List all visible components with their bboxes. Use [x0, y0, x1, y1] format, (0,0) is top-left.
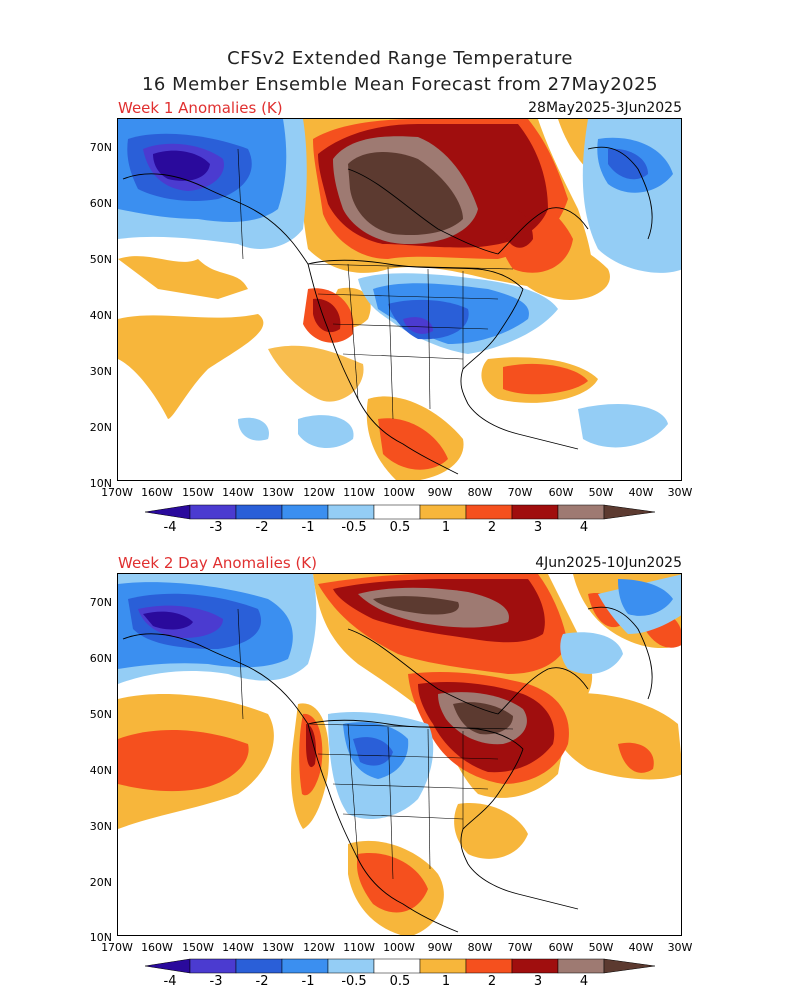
panel-2-title: Week 2 Day Anomalies (K) [118, 554, 317, 572]
title-line-1: CFSv2 Extended Range Temperature [227, 48, 573, 69]
cbar-swatch [603, 504, 656, 520]
cbar1-label-1: 1 [441, 520, 451, 535]
p1-lon-90w: 90W [427, 486, 453, 499]
p2-lon-150w: 150W [182, 941, 214, 954]
p1-lon-60w: 60W [548, 486, 574, 499]
cbar-swatch [235, 504, 283, 520]
p1-lon-100w: 100W [383, 486, 415, 499]
cbar-swatch [327, 958, 375, 974]
p1-lat-40n: 40N [89, 309, 112, 322]
p2-lon-80w: 80W [467, 941, 493, 954]
p2-lon-120w: 120W [303, 941, 335, 954]
p2-lat-20n: 20N [89, 876, 112, 889]
cbar-swatch [511, 958, 559, 974]
panel-2-dates: 4Jun2025-10Jun2025 [535, 555, 682, 571]
cbar-swatch [465, 958, 513, 974]
p2-lat-40n: 40N [89, 764, 112, 777]
p1-lon-130w: 130W [262, 486, 294, 499]
cbar2-label-m1: -1 [301, 974, 315, 989]
cbar-swatch [235, 958, 283, 974]
cbar2-label-m2: -2 [255, 974, 269, 989]
panel-1-dates: 28May2025-3Jun2025 [528, 100, 682, 116]
cbar2-label-05: 0.5 [389, 974, 411, 989]
p1-lon-70w: 70W [507, 486, 533, 499]
colorbar-2 [144, 958, 656, 974]
cbar-swatch [603, 958, 656, 974]
p1-lon-110w: 110W [343, 486, 375, 499]
cbar-swatch [144, 958, 191, 974]
p2-lon-170w: 170W [101, 941, 133, 954]
cbar2-label-2: 2 [487, 974, 497, 989]
p2-lon-30w: 30W [667, 941, 693, 954]
p2-lon-90w: 90W [427, 941, 453, 954]
week2-anomaly-map [117, 573, 682, 936]
cbar-swatch [511, 504, 559, 520]
p2-lon-70w: 70W [507, 941, 533, 954]
cbar-swatch [465, 504, 513, 520]
p2-lon-160w: 160W [141, 941, 173, 954]
p1-lat-20n: 20N [89, 421, 112, 434]
cbar-swatch [281, 504, 329, 520]
cbar-swatch [327, 504, 375, 520]
cbar-swatch [144, 504, 191, 520]
cbar1-label-m2: -2 [255, 520, 269, 535]
cbar-swatch [419, 958, 467, 974]
p1-lat-30n: 30N [89, 365, 112, 378]
cbar-swatch [373, 504, 421, 520]
cbar1-label-m3: -3 [209, 520, 223, 535]
cbar-swatch [189, 958, 237, 974]
p1-lon-160w: 160W [141, 486, 173, 499]
cbar1-label-3: 3 [533, 520, 543, 535]
p1-lon-50w: 50W [588, 486, 614, 499]
p1-lat-10n: 10N [89, 477, 112, 490]
p2-lon-60w: 60W [548, 941, 574, 954]
p1-lon-140w: 140W [222, 486, 254, 499]
p2-lat-70n: 70N [89, 596, 112, 609]
cbar1-label-05: 0.5 [389, 520, 411, 535]
cbar1-label-2: 2 [487, 520, 497, 535]
cbar1-label-m1: -1 [301, 520, 315, 535]
p1-lon-120w: 120W [303, 486, 335, 499]
cbar-swatch [373, 958, 421, 974]
p1-lat-50n: 50N [89, 253, 112, 266]
colorbar-1 [144, 504, 656, 520]
panel-1-title: Week 1 Anomalies (K) [118, 99, 283, 117]
p2-lon-50w: 50W [588, 941, 614, 954]
cbar1-label-m4: -4 [163, 520, 177, 535]
p2-lon-40w: 40W [628, 941, 654, 954]
cbar2-label-3: 3 [533, 974, 543, 989]
p2-lat-10n: 10N [89, 931, 112, 944]
cbar-swatch [189, 504, 237, 520]
cbar-swatch [419, 504, 467, 520]
p1-lon-30w: 30W [667, 486, 693, 499]
p2-lon-110w: 110W [343, 941, 375, 954]
p1-lon-80w: 80W [467, 486, 493, 499]
cbar1-label-4: 4 [579, 520, 589, 535]
p2-lat-60n: 60N [89, 652, 112, 665]
cbar2-label-m3: -3 [209, 974, 223, 989]
title-line-2: 16 Member Ensemble Mean Forecast from 27… [141, 74, 659, 95]
p2-lon-130w: 130W [262, 941, 294, 954]
cbar2-label-m4: -4 [163, 974, 177, 989]
cbar2-label-4: 4 [579, 974, 589, 989]
week1-anomaly-map [117, 118, 682, 481]
cbar2-label-1: 1 [441, 974, 451, 989]
cbar-swatch [557, 504, 605, 520]
p1-lon-150w: 150W [182, 486, 214, 499]
p2-lon-100w: 100W [383, 941, 415, 954]
cbar-swatch [281, 958, 329, 974]
p2-lat-30n: 30N [89, 820, 112, 833]
p1-lon-40w: 40W [628, 486, 654, 499]
cbar2-label-m05: -0.5 [341, 974, 367, 989]
cbar1-label-m05: -0.5 [341, 520, 367, 535]
p1-lon-170w: 170W [101, 486, 133, 499]
p2-lat-50n: 50N [89, 708, 112, 721]
p1-lat-70n: 70N [89, 141, 112, 154]
cbar-swatch [557, 958, 605, 974]
p1-lat-60n: 60N [89, 197, 112, 210]
p2-lon-140w: 140W [222, 941, 254, 954]
